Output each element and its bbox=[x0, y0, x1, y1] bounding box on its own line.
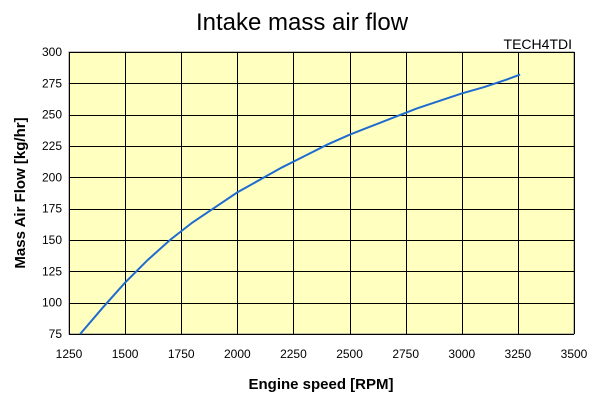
y-tick-label: 75 bbox=[49, 327, 63, 341]
y-tick-label: 250 bbox=[42, 108, 62, 122]
series-line-0 bbox=[79, 73, 521, 335]
y-tick-label: 225 bbox=[42, 139, 62, 153]
plot-area bbox=[68, 51, 575, 335]
y-axis-label: Mass Air Flow [kg/hr] bbox=[12, 117, 29, 268]
watermark-label: TECH4TDI bbox=[504, 36, 572, 52]
x-tick-label: 1250 bbox=[56, 347, 83, 361]
y-tick-label: 150 bbox=[42, 233, 62, 247]
series-layer bbox=[79, 73, 521, 335]
x-tick-label: 3500 bbox=[561, 347, 588, 361]
x-tick-labels: 1250 1500 1750 2000 2250 2500 2750 3000 3250 3500 bbox=[56, 347, 588, 361]
y-tick-label: 125 bbox=[42, 264, 62, 278]
y-tick-label: 100 bbox=[42, 296, 62, 310]
x-tick-label: 1500 bbox=[112, 347, 139, 361]
y-tick-label: 175 bbox=[42, 202, 62, 216]
x-tick-label: 2500 bbox=[336, 347, 363, 361]
x-axis-label: Engine speed [RPM] bbox=[248, 376, 393, 393]
chart-title: Intake mass air flow bbox=[196, 9, 409, 36]
y-tick-labels: 75 100 125 150 175 200 225 250 275 300 bbox=[42, 45, 62, 341]
y-tick-label: 275 bbox=[42, 76, 62, 90]
x-tick-label: 1750 bbox=[168, 347, 195, 361]
x-tick-label: 2250 bbox=[280, 347, 307, 361]
y-tick-label: 300 bbox=[42, 45, 62, 59]
x-tick-label: 2750 bbox=[392, 347, 419, 361]
x-tick-label: 3250 bbox=[505, 347, 532, 361]
x-tick-label: 3000 bbox=[448, 347, 475, 361]
x-tick-label: 2000 bbox=[224, 347, 251, 361]
y-tick-label: 200 bbox=[42, 170, 62, 184]
